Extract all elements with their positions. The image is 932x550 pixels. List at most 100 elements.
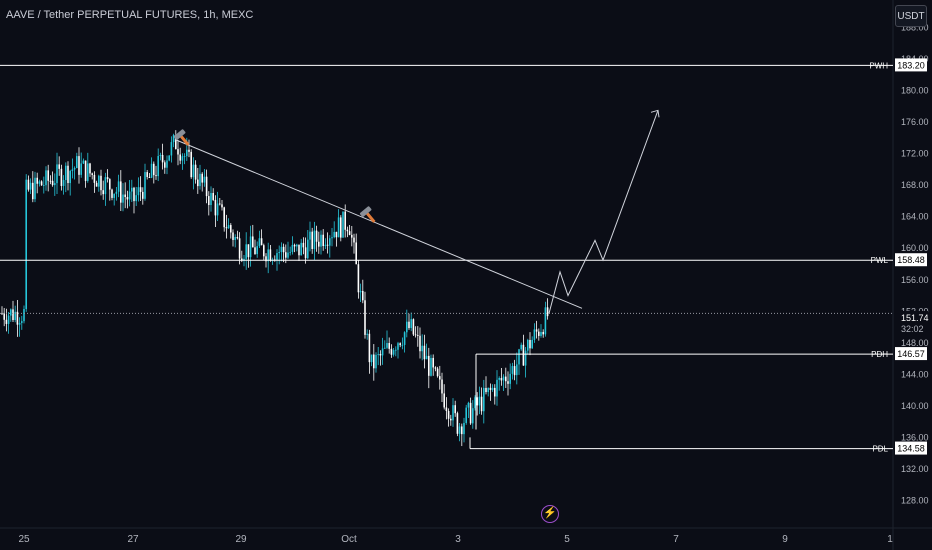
candle-body [366, 333, 368, 335]
candle-body [313, 230, 316, 249]
candle-body [183, 156, 186, 157]
candle-body [522, 344, 525, 366]
candle-body [135, 195, 137, 202]
projection-path[interactable] [548, 110, 659, 314]
candle-body [496, 379, 498, 397]
candle-body [115, 191, 118, 194]
candle-body [18, 322, 21, 325]
candle-body [340, 217, 342, 238]
candle-body [192, 164, 195, 178]
candle-body [276, 253, 278, 261]
candle-body [175, 135, 177, 150]
candle-body [227, 225, 230, 229]
candle-body [386, 343, 388, 348]
candle-body [139, 187, 142, 192]
candle-body [540, 331, 542, 336]
candle-body [146, 172, 148, 177]
chart-title: AAVE / Tether PERPETUAL FUTURES, 1h, MEX… [6, 9, 254, 21]
candle-body [124, 194, 126, 197]
projection-arrowhead [650, 109, 660, 118]
candle-body [474, 397, 476, 409]
hammer-icon [359, 206, 376, 223]
candle-body [71, 169, 74, 171]
candle-body [91, 173, 93, 175]
candle-body [78, 156, 80, 175]
candle-body [56, 164, 58, 184]
candle-body [300, 242, 302, 256]
candle-body [447, 410, 450, 419]
candle-body [359, 291, 362, 293]
candle-body [84, 160, 87, 181]
countdown-timer: 32:02 [901, 324, 924, 334]
candle-body [263, 245, 265, 257]
candle-body [487, 387, 489, 393]
candle-body [467, 402, 470, 408]
trend-line[interactable] [174, 139, 583, 309]
candle-body [208, 196, 210, 206]
candle-body [546, 307, 549, 317]
candle-body [82, 160, 85, 164]
candle-body [326, 244, 329, 246]
y-tick-label: 160.00 [901, 243, 929, 253]
candle-body [324, 244, 327, 247]
level-price-box [895, 58, 927, 72]
candle-body [309, 231, 311, 240]
candle-body [148, 176, 151, 178]
candle-body [342, 211, 344, 238]
candle-body [291, 244, 294, 252]
x-axis[interactable]: 25 27 29 Oct 3 5 7 9 1 [18, 534, 893, 545]
candle-body [285, 252, 287, 258]
candle-body [298, 244, 300, 256]
candle-body [14, 311, 16, 321]
currency-button[interactable]: USDT [895, 5, 927, 27]
candle-body [432, 357, 434, 368]
candle-body [489, 387, 492, 390]
level-price-box [895, 441, 927, 455]
candle-body [544, 307, 547, 335]
candle-body [454, 405, 456, 414]
candle-body [362, 291, 364, 301]
candle-body [155, 175, 157, 177]
lightning-icon[interactable]: ⚡ [541, 505, 559, 523]
candle-body [269, 249, 272, 261]
candle-body [384, 347, 386, 349]
candle-body [307, 239, 309, 259]
candle-body [142, 191, 144, 199]
candle-body [150, 163, 153, 178]
candle-body [302, 242, 305, 248]
candle-body [494, 387, 496, 397]
candle-body [368, 333, 371, 363]
candle-body [128, 191, 131, 200]
candle-body [520, 344, 522, 350]
level-price: 146.57 [897, 349, 925, 359]
candle-body [144, 172, 146, 199]
candle-body [505, 376, 507, 382]
candle-body [538, 331, 540, 336]
level-price: 183.20 [897, 60, 925, 70]
candle-body [95, 182, 98, 187]
candle-body [282, 246, 285, 253]
candle-body [289, 251, 291, 253]
candle-body [430, 357, 432, 376]
candle-body [238, 238, 241, 259]
y-tick-label: 140.00 [901, 401, 929, 411]
candle-body [120, 181, 122, 203]
x-tick-label: 29 [235, 534, 247, 545]
candle-body [531, 339, 533, 349]
candle-body [518, 349, 520, 365]
candle-body [337, 217, 340, 238]
candle-body [511, 366, 514, 374]
candle-body [533, 329, 536, 340]
candle-body [527, 339, 529, 351]
candle-body [428, 355, 430, 376]
candle-body [463, 422, 465, 435]
candle-body [524, 350, 527, 366]
candle-body [34, 177, 36, 200]
candle-body [516, 364, 518, 376]
candle-body [513, 366, 516, 376]
candle-body [69, 170, 71, 184]
candle-body [529, 339, 531, 349]
candle-body [388, 343, 390, 349]
candle-body [346, 229, 349, 232]
